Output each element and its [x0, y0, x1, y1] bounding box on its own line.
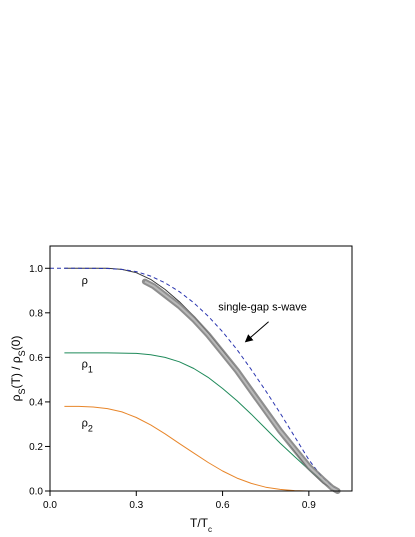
x-tick-label: 0.9	[302, 500, 316, 511]
y-tick-label: 1.0	[29, 264, 43, 275]
annotation-rho1-text: ρ	[82, 358, 88, 370]
y-axis-title-a: ρ	[9, 394, 23, 401]
y-axis-title: ρS(T) / ρS(0)	[9, 336, 27, 402]
annotation-arrow	[244, 321, 269, 343]
ticks-layer: 0.0 0.3 0.6 0.9 0.0 0.2 0.4 0.6 0.8 1.0	[29, 264, 316, 511]
x-axis-title: T/Tc	[190, 516, 212, 534]
series-layer	[50, 267, 341, 494]
annotation-swave-text: single-gap s-wave	[218, 302, 307, 314]
x-tick-label: 0.0	[43, 500, 57, 511]
x-tick-label: 0.6	[216, 500, 230, 511]
annotation-rho2-text: ρ	[82, 417, 88, 429]
annotation-rho2: ρ2	[82, 417, 93, 433]
y-axis-title-c: (0)	[9, 336, 23, 351]
annotation-rho1: ρ1	[82, 358, 93, 374]
x-axis-title-main: T/T	[190, 516, 209, 530]
annotation-rho1-sub: 1	[88, 364, 93, 374]
data-band-core	[144, 280, 339, 492]
x-tick-label: 0.3	[129, 500, 143, 511]
annotation-rho2-sub: 2	[88, 423, 93, 433]
y-tick-label: 0.6	[29, 353, 43, 364]
plot-frame	[49, 245, 353, 492]
annotation-rho-text: ρ	[82, 275, 88, 287]
y-axis-title-a-sub: S	[17, 389, 27, 395]
y-tick-label: 0.0	[29, 487, 43, 498]
series-single-gap-s-wave	[50, 267, 338, 492]
y-tick-label: 0.2	[29, 442, 43, 453]
y-axis-title-b: (T) / ρ	[9, 356, 23, 388]
y-tick-label: 0.8	[29, 308, 43, 319]
y-tick-label: 0.4	[29, 397, 43, 408]
annotation-rho: ρ	[82, 275, 88, 287]
series-ρ2	[64, 405, 338, 492]
y-axis-title-b-sub: S	[17, 350, 27, 356]
x-axis-title-sub: c	[208, 525, 212, 534]
annotation-swave: single-gap s-wave	[218, 302, 307, 314]
series-ρ1	[64, 352, 338, 492]
